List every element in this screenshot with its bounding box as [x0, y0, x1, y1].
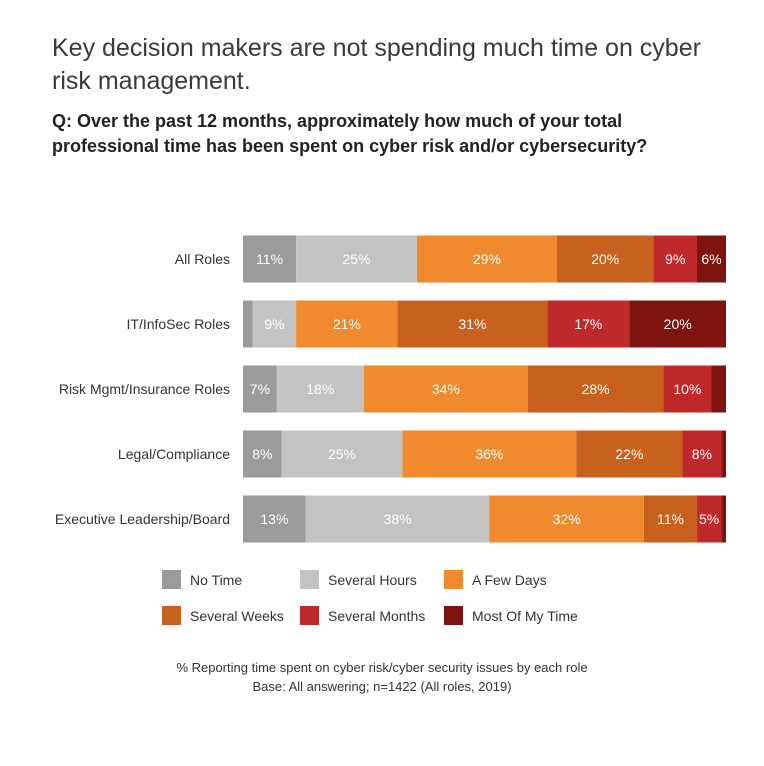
legend-swatch-several-months [300, 606, 319, 625]
bar-segment-all-roles-most-of-my-time [697, 235, 726, 283]
bar-segment-executive-leadership-board-most-of-my-time [721, 495, 726, 543]
bar-segment-risk-mgmt-insurance-roles-several-weeks [527, 365, 664, 413]
data-label-executive-leadership-board-several-weeks: 11% [657, 511, 684, 527]
bar-segment-legal-compliance-a-few-days [402, 430, 577, 478]
bar-segment-risk-mgmt-insurance-roles-no-time [243, 365, 277, 413]
category-label-executive-leadership-board: Executive Leadership/Board [55, 511, 230, 527]
legend-label-several-weeks: Several Weeks [190, 607, 284, 624]
bar-segment-risk-mgmt-insurance-roles-several-hours [276, 365, 364, 413]
data-label-it-infosec-roles-several-months: 17% [574, 316, 602, 332]
data-label-risk-mgmt-insurance-roles-a-few-days: 34% [432, 381, 460, 397]
bar-segment-risk-mgmt-insurance-roles-most-of-my-time [711, 365, 726, 413]
bar-segment-all-roles-several-hours [296, 235, 417, 283]
data-label-all-roles-several-weeks: 20% [591, 251, 619, 267]
bar-segment-legal-compliance-most-of-my-time [721, 430, 726, 478]
legend-item-no-time: No Time [162, 570, 242, 589]
bar-segment-executive-leadership-board-a-few-days [489, 495, 644, 543]
legend-label-a-few-days: A Few Days [472, 571, 547, 588]
legend-swatch-several-weeks [162, 606, 181, 625]
legend-item-a-few-days: A Few Days [444, 570, 547, 589]
bar-segment-it-infosec-roles-most-of-my-time [629, 300, 726, 348]
data-label-risk-mgmt-insurance-roles-several-weeks: 28% [582, 381, 610, 397]
legend-swatch-most-of-my-time [444, 606, 463, 625]
data-label-it-infosec-roles-most-of-my-time: 20% [664, 316, 692, 332]
legend-swatch-several-hours [300, 570, 319, 589]
bar-segment-it-infosec-roles-several-months [547, 300, 630, 348]
data-label-risk-mgmt-insurance-roles-no-time: 7% [250, 381, 270, 397]
bar-segment-executive-leadership-board-several-months [697, 495, 722, 543]
data-label-executive-leadership-board-several-months: 5% [699, 511, 719, 527]
data-label-legal-compliance-several-weeks: 22% [615, 446, 643, 462]
legend-item-several-hours: Several Hours [300, 570, 417, 589]
bar-segment-all-roles-several-months [653, 235, 698, 283]
bar-segment-risk-mgmt-insurance-roles-several-months [663, 365, 712, 413]
footnote-description: % Reporting time spent on cyber risk/cyb… [176, 660, 588, 675]
legend-item-several-months: Several Months [300, 606, 425, 625]
data-label-all-roles-several-months: 9% [665, 251, 685, 267]
data-label-risk-mgmt-insurance-roles-several-months: 10% [673, 381, 701, 397]
legend-label-several-months: Several Months [328, 607, 426, 624]
data-label-executive-leadership-board-several-hours: 38% [384, 511, 412, 527]
bar-segment-legal-compliance-no-time [243, 430, 282, 478]
data-label-it-infosec-roles-a-few-days: 21% [333, 316, 361, 332]
footnote-base: Base: All answering; n=1422 (All roles, … [252, 679, 512, 694]
data-label-all-roles-several-hours: 25% [342, 251, 370, 267]
data-label-legal-compliance-no-time: 8% [252, 446, 272, 462]
bar-segment-it-infosec-roles-several-weeks [397, 300, 548, 348]
legend-swatch-a-few-days [444, 570, 463, 589]
legend-label-several-hours: Several Hours [328, 571, 417, 588]
data-label-legal-compliance-several-months: 8% [692, 446, 712, 462]
legend-item-several-weeks: Several Weeks [162, 606, 284, 625]
legend-label-most-of-my-time: Most Of My Time [472, 607, 578, 624]
data-label-risk-mgmt-insurance-roles-several-hours: 18% [306, 381, 334, 397]
data-label-it-infosec-roles-several-hours: 9% [264, 316, 284, 332]
bar-segment-all-roles-a-few-days [416, 235, 557, 283]
category-label-it-infosec-roles: IT/InfoSec Roles [127, 316, 231, 332]
data-label-executive-leadership-board-a-few-days: 32% [553, 511, 581, 527]
bar-segment-it-infosec-roles-no-time [243, 300, 253, 348]
legend-swatch-no-time [162, 570, 181, 589]
data-label-legal-compliance-several-hours: 25% [328, 446, 356, 462]
bar-segment-risk-mgmt-insurance-roles-a-few-days [363, 365, 528, 413]
legend-item-most-of-my-time: Most Of My Time [444, 606, 578, 625]
bar-segment-all-roles-no-time [243, 235, 297, 283]
data-label-legal-compliance-a-few-days: 36% [475, 446, 503, 462]
bar-segment-executive-leadership-board-no-time [243, 495, 306, 543]
bar-segment-legal-compliance-several-months [682, 430, 722, 478]
stacked-bar-chart: All Roles 11% 25% 29% 20% 9% 6% IT/InfoSec Role… [55, 235, 726, 543]
bar-segment-it-infosec-roles-a-few-days [296, 300, 398, 348]
bar-segment-it-infosec-roles-several-hours [252, 300, 297, 348]
bar-segment-all-roles-several-weeks [556, 235, 654, 283]
survey-question: Q: Over the past 12 months, approximatel… [52, 111, 648, 156]
bar-segment-executive-leadership-board-several-weeks [643, 495, 698, 543]
category-label-all-roles: All Roles [175, 251, 230, 267]
bar-segment-legal-compliance-several-hours [281, 430, 403, 478]
data-label-executive-leadership-board-no-time: 13% [260, 511, 288, 527]
chart-title: Key decision makers are not spending muc… [52, 34, 701, 95]
legend-label-no-time: No Time [190, 571, 243, 588]
data-label-all-roles-no-time: 11% [256, 251, 283, 267]
data-label-it-infosec-roles-several-weeks: 31% [458, 316, 486, 332]
data-label-all-roles-most-of-my-time: 6% [701, 251, 721, 267]
bar-segment-legal-compliance-several-weeks [576, 430, 683, 478]
data-label-all-roles-a-few-days: 29% [473, 251, 501, 267]
bar-segment-executive-leadership-board-several-hours [305, 495, 490, 543]
footnote: % Reporting time spent on cyber risk/cyb… [0, 658, 764, 696]
category-label-risk-mgmt-insurance-roles: Risk Mgmt/Insurance Roles [59, 381, 230, 397]
category-label-legal-compliance: Legal/Compliance [118, 446, 230, 462]
